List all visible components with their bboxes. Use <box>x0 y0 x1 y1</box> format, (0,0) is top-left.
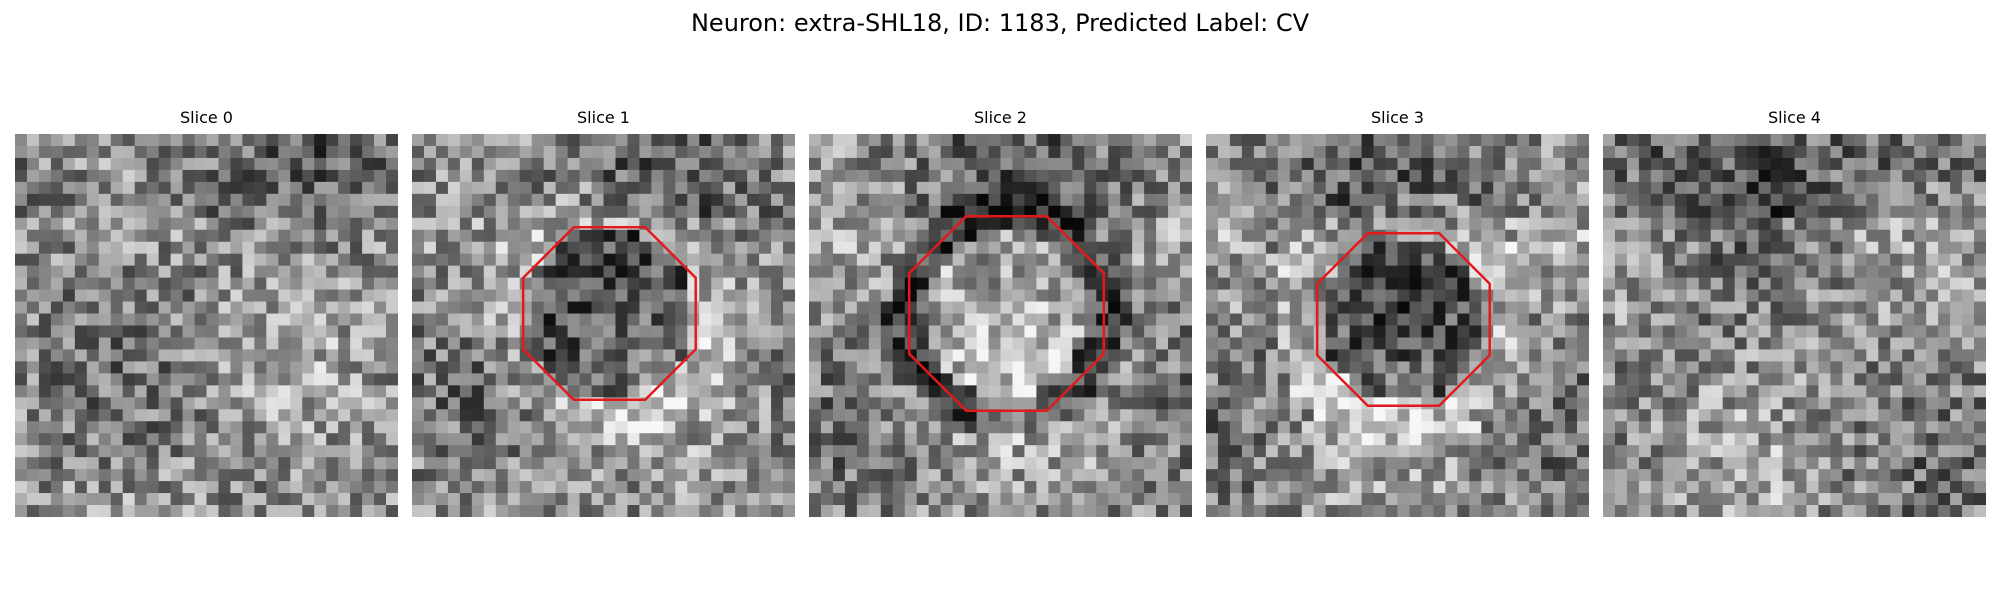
figure-title: Neuron: extra-SHL18, ID: 1183, Predicted… <box>690 9 1310 37</box>
slice-image <box>1603 134 1986 517</box>
slice-panel-3: Slice 3 <box>1206 108 1589 517</box>
slice-title: Slice 0 <box>180 108 233 127</box>
slice-panel-1: Slice 1 <box>412 108 795 517</box>
slice-title: Slice 1 <box>577 108 630 127</box>
slice-image <box>1206 134 1589 517</box>
octagon-outline <box>521 226 697 402</box>
slice-image <box>412 134 795 517</box>
slice-image <box>15 134 398 517</box>
slice-image <box>809 134 1192 517</box>
slice-panel-2: Slice 2 <box>809 108 1192 517</box>
octagon-outline <box>907 214 1106 413</box>
slice-title: Slice 3 <box>1371 108 1424 127</box>
octagon-outline <box>1315 232 1491 408</box>
slice-title: Slice 2 <box>974 108 1027 127</box>
slice-panel-4: Slice 4 <box>1603 108 1986 517</box>
slice-panel-0: Slice 0 <box>15 108 398 517</box>
slice-title: Slice 4 <box>1768 108 1821 127</box>
